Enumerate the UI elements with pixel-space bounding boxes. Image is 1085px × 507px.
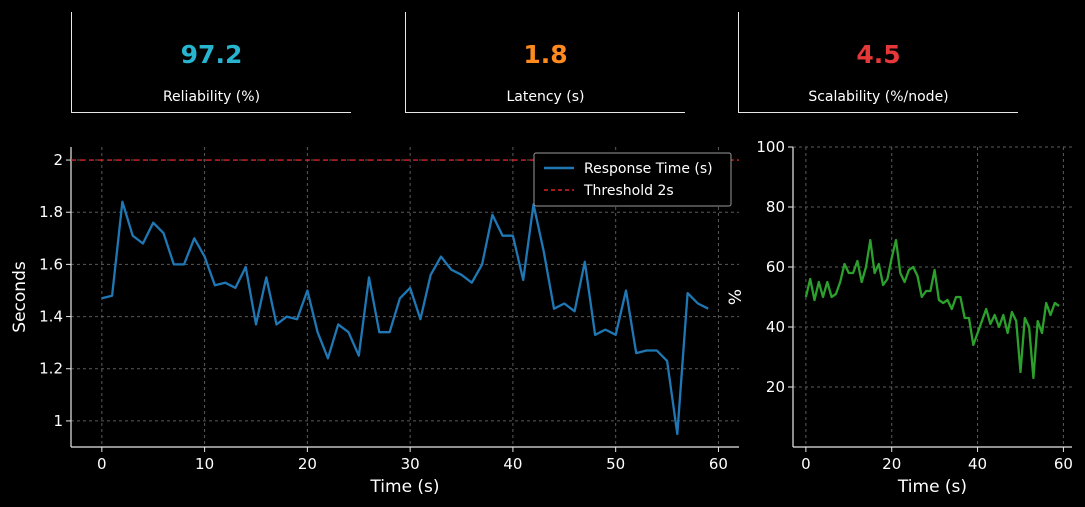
- utilization-y-axis-title: %: [726, 289, 746, 305]
- kpi-card-reliability: 97.2 Reliability (%): [71, 12, 351, 113]
- utilization-x-tick-label: 0: [801, 455, 811, 473]
- kpi-card-latency: 1.8 Latency (s): [405, 12, 685, 113]
- utilization-y-tick-label: 40: [766, 318, 785, 336]
- response-x-tick-label: 20: [298, 455, 317, 473]
- utilization-series-line: [804, 238, 1060, 380]
- legend-label-response: Response Time (s): [584, 161, 713, 177]
- response-x-axis-title: Time (s): [369, 477, 439, 497]
- response-x-tick-label: 50: [606, 455, 625, 473]
- utilization-x-tick-label: 40: [968, 455, 987, 473]
- response-x-tick-label: 40: [503, 455, 522, 473]
- utilization-x-tick-label: 60: [1054, 455, 1073, 473]
- response-y-tick-label: 1.2: [39, 360, 63, 378]
- utilization-x-tick-label: 20: [882, 455, 901, 473]
- legend-box: [533, 152, 732, 207]
- response-y-tick-label: 1: [53, 412, 63, 430]
- kpi-value: 4.5: [856, 40, 901, 69]
- response-series-line: [101, 200, 709, 436]
- utilization-y-tick-label: 100: [756, 138, 785, 156]
- kpi-value: 1.8: [523, 40, 568, 69]
- kpi-value: 97.2: [180, 40, 243, 69]
- utilization-y-tick-label: 20: [766, 378, 785, 396]
- response-x-tick-label: 30: [401, 455, 420, 473]
- kpi-card-scalability: 4.5 Scalability (%/node): [738, 12, 1018, 113]
- response-y-axis-title: Seconds: [10, 261, 30, 333]
- utilization-x-axis-title: Time (s): [897, 477, 967, 497]
- response-y-tick-label: 1.8: [39, 203, 63, 221]
- kpi-label: Reliability (%): [162, 89, 261, 105]
- response-x-tick-label: 60: [709, 455, 728, 473]
- legend-label-threshold: Threshold 2s: [583, 183, 674, 199]
- response-x-tick-label: 0: [97, 455, 107, 473]
- response-y-tick-label: 2: [53, 151, 63, 169]
- kpi-label: Scalability (%/node): [808, 89, 949, 105]
- response-y-tick-label: 1.4: [39, 308, 63, 326]
- response-y-tick-label: 1.6: [39, 255, 63, 273]
- kpi-label: Latency (s): [506, 89, 585, 105]
- utilization-y-tick-label: 80: [766, 198, 785, 216]
- utilization-y-tick-label: 60: [766, 258, 785, 276]
- response-x-tick-label: 10: [195, 455, 214, 473]
